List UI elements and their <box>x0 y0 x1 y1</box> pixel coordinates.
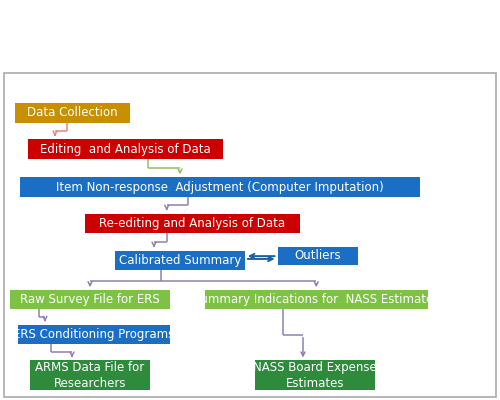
Text: Data Collection: Data Collection <box>27 106 118 119</box>
Text: ARMS data used by researchers and policy analysts: ARMS data used by researchers and policy… <box>12 44 370 57</box>
FancyBboxPatch shape <box>85 214 300 233</box>
Text: NASS Board Expense
Estimates: NASS Board Expense Estimates <box>253 361 377 390</box>
Text: ERS Conditioning Programs: ERS Conditioning Programs <box>13 328 174 341</box>
Text: Editing  and Analysis of Data: Editing and Analysis of Data <box>40 143 210 156</box>
FancyBboxPatch shape <box>28 139 222 159</box>
Text: Raw Survey File for ERS: Raw Survey File for ERS <box>20 293 160 306</box>
FancyBboxPatch shape <box>278 246 357 265</box>
FancyBboxPatch shape <box>205 290 428 309</box>
FancyBboxPatch shape <box>255 360 375 390</box>
FancyBboxPatch shape <box>10 290 170 309</box>
Text: Re-editing and Analysis of Data: Re-editing and Analysis of Data <box>100 217 286 230</box>
FancyBboxPatch shape <box>18 325 170 344</box>
FancyBboxPatch shape <box>15 103 130 123</box>
Text: Summary Indications for  NASS Estimates: Summary Indications for NASS Estimates <box>193 293 440 306</box>
Text: Flow chart shows steps involved in collecting, processing, and delivering: Flow chart shows steps involved in colle… <box>12 14 500 28</box>
FancyBboxPatch shape <box>115 250 245 270</box>
FancyBboxPatch shape <box>30 360 150 390</box>
Text: ARMS Data File for
Researchers: ARMS Data File for Researchers <box>36 361 144 390</box>
Text: Calibrated Summary: Calibrated Summary <box>119 254 241 266</box>
Text: Item Non-response  Adjustment (Computer Imputation): Item Non-response Adjustment (Computer I… <box>56 181 384 194</box>
FancyBboxPatch shape <box>20 177 420 197</box>
Text: Outliers: Outliers <box>294 249 341 262</box>
